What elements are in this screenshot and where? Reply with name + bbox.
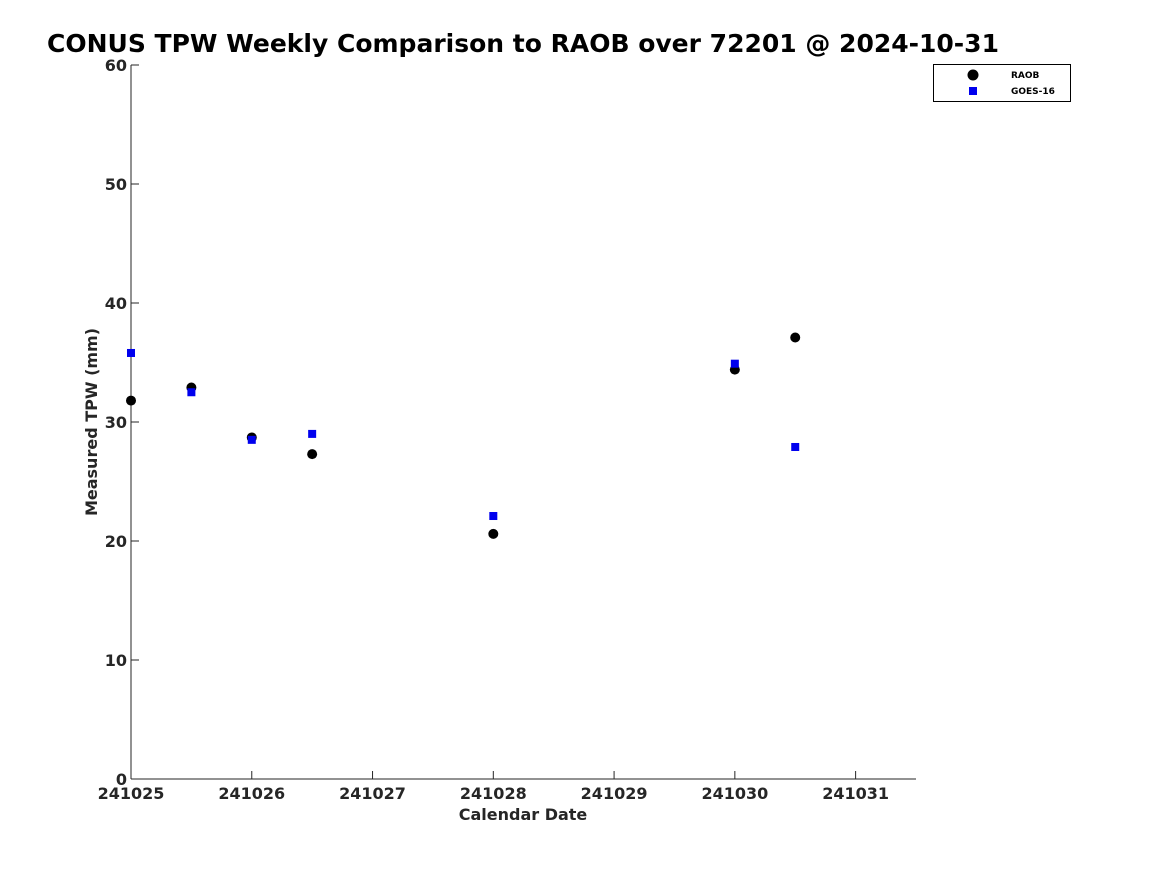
data-points (126, 332, 801, 539)
legend-goes16-marker (969, 87, 977, 95)
y-tick-label: 10 (105, 651, 127, 670)
x-axis-label: Calendar Date (459, 805, 588, 824)
y-tick-label: 30 (105, 413, 127, 432)
goes16-point (247, 435, 256, 444)
raob-point (790, 332, 801, 343)
goes16-point (308, 429, 317, 438)
x-tick-label: 241027 (339, 784, 406, 803)
y-tick-label: 20 (105, 532, 127, 551)
y-axis-label: Measured TPW (mm) (82, 328, 101, 516)
goes16-point (791, 442, 800, 451)
x-tick-label: 241026 (218, 784, 285, 803)
x-tick-label: 241031 (822, 784, 889, 803)
goes16-point (730, 359, 739, 368)
y-tick-label: 0 (116, 770, 127, 789)
y-tick-label: 60 (105, 56, 127, 75)
x-tick-label: 241025 (98, 784, 165, 803)
goes16-point (489, 512, 498, 521)
goes16-point (187, 388, 196, 397)
legend-label: GOES-16 (1011, 87, 1055, 97)
y-tick-label: 50 (105, 175, 127, 194)
legend-raob-marker (967, 69, 979, 81)
raob-point (126, 395, 136, 406)
x-tick-label: 241030 (701, 784, 768, 803)
raob-point (307, 449, 318, 460)
raob-point (488, 528, 499, 539)
chart-title: CONUS TPW Weekly Comparison to RAOB over… (47, 29, 999, 58)
y-tick-label: 40 (105, 294, 127, 313)
y-axis-ticks: 0 10 20 30 40 50 60 (105, 56, 139, 789)
x-tick-label: 241029 (581, 784, 648, 803)
legend-box (933, 64, 1071, 102)
goes16-point (127, 348, 135, 357)
legend-label: RAOB (1011, 71, 1040, 81)
axes (130, 65, 916, 780)
x-axis-ticks: 241025 241026 241027 241028 241029 241030 2410… (98, 771, 889, 803)
legend: RAOB GOES-16 (933, 64, 1071, 102)
x-tick-label: 241028 (460, 784, 527, 803)
